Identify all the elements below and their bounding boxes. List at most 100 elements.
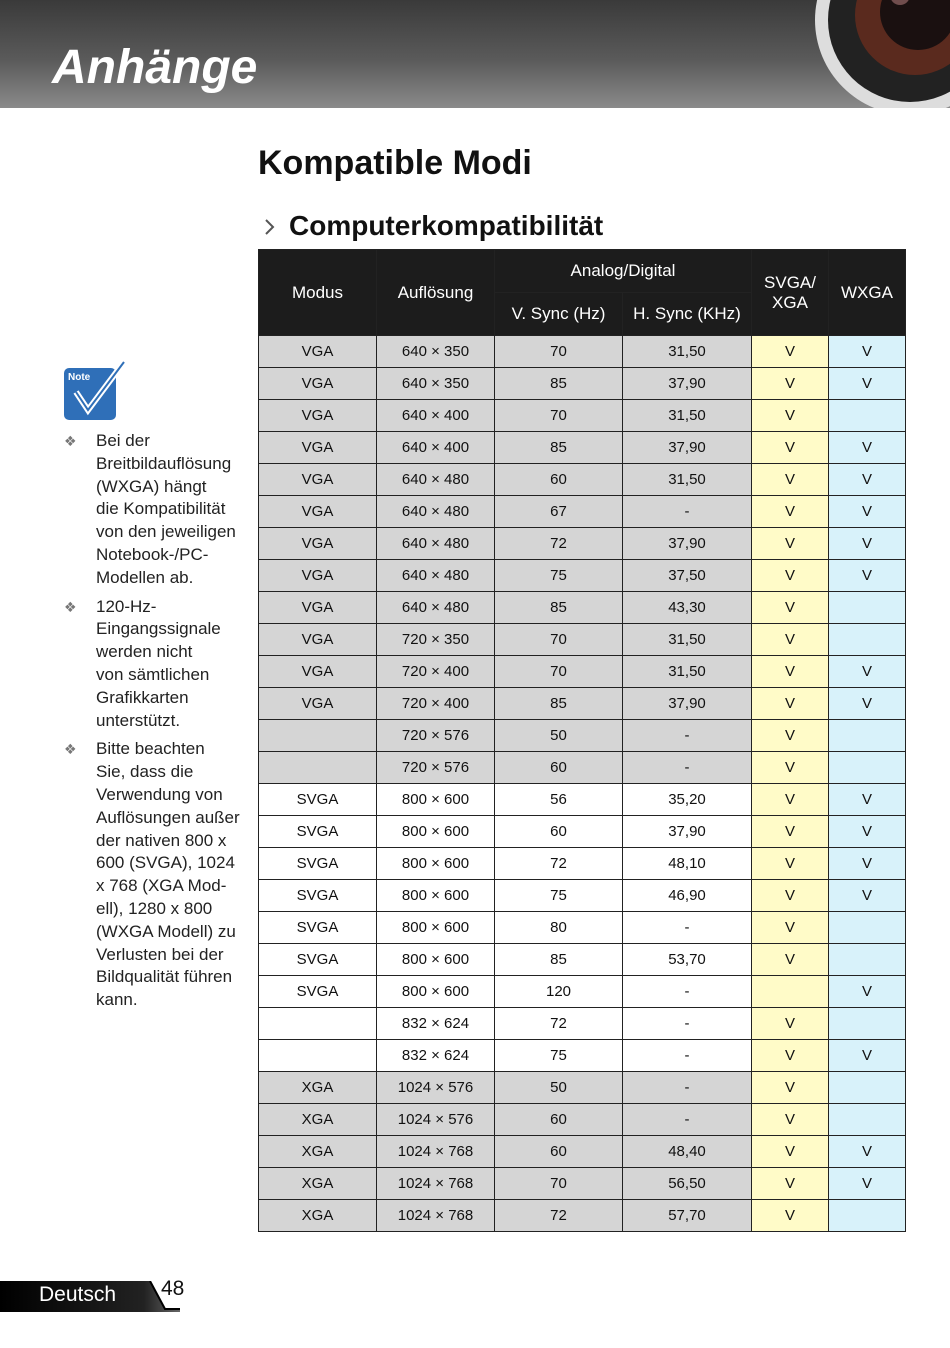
table-cell: V	[828, 431, 906, 464]
table-cell: 53,70	[622, 943, 752, 976]
table-cell: V	[751, 783, 829, 816]
table-cell: V	[751, 879, 829, 912]
table-cell	[751, 975, 829, 1008]
table-cell	[828, 1071, 906, 1104]
table-cell: 1024 × 576	[376, 1103, 495, 1136]
table-cell: VGA	[258, 367, 377, 400]
table-cell: V	[828, 463, 906, 496]
note-line: Bei der	[96, 431, 150, 450]
table-cell: 1024 × 576	[376, 1071, 495, 1104]
table-cell: SVGA	[258, 847, 377, 880]
note-line: kann.	[96, 990, 138, 1010]
note-line: 120-Hz-	[96, 596, 157, 616]
table-cell: -	[622, 911, 752, 944]
table-cell: 50	[494, 719, 623, 752]
table-cell: V	[751, 943, 829, 976]
table-cell: 640 × 400	[376, 431, 495, 464]
table-row: XGA 1024 × 576 50- V	[258, 1071, 906, 1104]
note-line: ell), 1280 x 800	[96, 898, 213, 918]
table-cell: V	[751, 559, 829, 592]
table-cell	[828, 751, 906, 784]
table-row: VGA 640 × 480 72 37,90 V V	[258, 527, 906, 560]
table-cell: 720 × 576	[376, 751, 495, 784]
table-row: 832 × 624 75- V V	[258, 1039, 906, 1072]
table-cell: V	[751, 623, 829, 656]
table-row: XGA 1024 × 768 72 57,70 V	[258, 1199, 906, 1232]
table-cell: 85	[494, 431, 623, 464]
table-cell: VGA	[258, 559, 377, 592]
header-cell: SVGA/ XGA	[751, 249, 829, 336]
note-line: von den jeweiligen	[96, 522, 236, 542]
note-line: der nativen 800 x	[96, 830, 227, 850]
table-cell: 640 × 400	[376, 399, 495, 432]
table-cell: 31,50	[622, 463, 752, 496]
table-row: VGA 640 × 350 85 37,90 V V	[258, 367, 906, 400]
table-cell: 640 × 480	[376, 559, 495, 592]
table-cell: V	[751, 1039, 829, 1072]
table-cell: 640 × 480	[376, 463, 495, 496]
note-icon: Note	[64, 360, 127, 420]
header-cell: H. Sync (KHz)	[622, 292, 752, 336]
note-line: Grafikkarten	[96, 687, 189, 707]
table-cell: 832 × 624	[376, 1039, 495, 1072]
note-line: x 768 (XGA Mod-	[96, 876, 227, 896]
table-cell: 640 × 480	[376, 495, 495, 528]
table-cell: 70	[494, 399, 623, 432]
table-cell: 720 × 400	[376, 687, 495, 720]
table-cell: 31,50	[622, 623, 752, 656]
table-cell: V	[751, 911, 829, 944]
table-cell: SVGA	[258, 879, 377, 912]
table-cell	[828, 719, 906, 752]
page-number: 48	[161, 1277, 185, 1300]
note-line: Modellen ab.	[96, 567, 194, 587]
table-row: XGA 1024 × 768 60 48,40 V V	[258, 1135, 906, 1168]
table-cell: SVGA	[258, 911, 377, 944]
table-row: 832 × 624 72- V	[258, 1007, 906, 1040]
note-line: Verlusten bei der	[96, 944, 224, 964]
table-row: VGA 640 × 480 60 31,50 V V	[258, 463, 906, 496]
table-cell: V	[751, 815, 829, 848]
table-row: VGA 640 × 400 85 37,90 V V	[258, 431, 906, 464]
note-line: Bildqualität führen	[96, 967, 233, 987]
table-cell: 72	[494, 1199, 623, 1232]
table-row: SVGA 800 × 600 56 35,20 V V	[258, 783, 906, 816]
table-cell: -	[622, 719, 752, 752]
table-row: SVGA 800 × 600 75 46,90 V V	[258, 879, 906, 912]
table-row: VGA 640 × 480 85 43,30 V	[258, 591, 906, 624]
table-cell: XGA	[258, 1135, 377, 1168]
notes: ❖ Bei der Breitbildauflösung (WXGA) hängt di…	[64, 430, 254, 1018]
table-cell: 85	[494, 687, 623, 720]
table-cell: 60	[494, 815, 623, 848]
subtitle-arrow	[265, 219, 275, 235]
table-cell: 48,40	[622, 1135, 752, 1168]
table-cell: VGA	[258, 463, 377, 496]
table-cell: 75	[494, 879, 623, 912]
note-label: Note	[68, 372, 91, 383]
table-cell: -	[622, 1007, 752, 1040]
table-cell: V	[828, 655, 906, 688]
page-title: Kompatible Modi	[258, 144, 532, 182]
table-cell: VGA	[258, 431, 377, 464]
table-cell: 48,10	[622, 847, 752, 880]
table-cell: 31,50	[622, 399, 752, 432]
table-cell: V	[828, 495, 906, 528]
section-title: Anhänge	[52, 41, 258, 94]
table-cell: V	[751, 1071, 829, 1104]
table-row: 720 × 576 60- V	[258, 751, 906, 784]
table-cell: SVGA	[258, 975, 377, 1008]
table-cell: 640 × 350	[376, 367, 495, 400]
table-cell: V	[751, 591, 829, 624]
table-cell: VGA	[258, 623, 377, 656]
note-line: die Kompatibilität	[96, 499, 226, 519]
table-cell: V	[828, 879, 906, 912]
table-cell: VGA	[258, 335, 377, 368]
table-cell	[828, 1103, 906, 1136]
table-cell	[828, 943, 906, 976]
table-cell: SVGA	[258, 943, 377, 976]
table-cell	[828, 1199, 906, 1232]
note-item: ❖ Bei der Breitbildauflösung (WXGA) hängt di…	[64, 430, 254, 590]
subtitle: Computerkompatibilität	[289, 210, 604, 241]
header-cell: WXGA	[828, 249, 906, 336]
header-cell: Analog/Digital	[494, 249, 752, 293]
table-cell: V	[828, 687, 906, 720]
